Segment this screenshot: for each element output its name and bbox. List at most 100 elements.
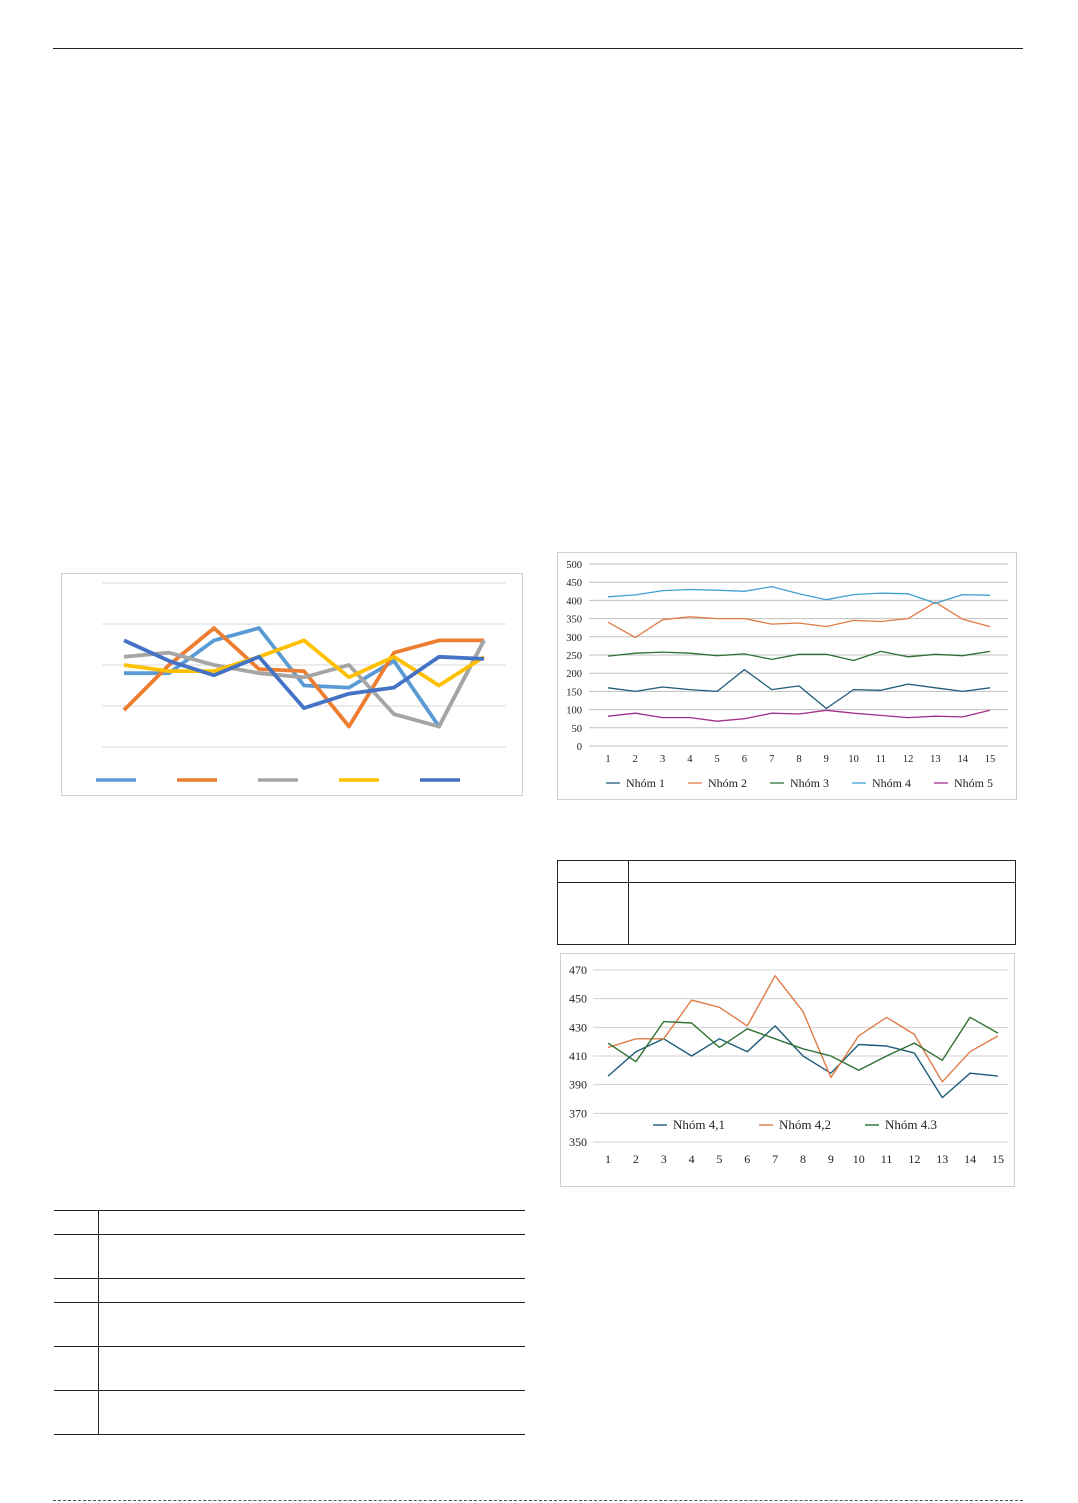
- table-cell: [557, 882, 629, 945]
- y-tick-label: 100: [566, 706, 582, 717]
- x-tick-label: 9: [828, 1152, 834, 1166]
- x-tick-label: 4: [689, 1152, 695, 1166]
- y-tick-label: 370: [569, 1106, 587, 1120]
- x-tick-label: 1: [605, 1152, 611, 1166]
- series-line: [123, 639, 486, 729]
- x-tick-label: 13: [930, 754, 941, 765]
- series-line: [607, 601, 991, 639]
- series-line: [123, 638, 485, 711]
- y-tick-label: 410: [569, 1049, 587, 1063]
- x-tick-label: 6: [744, 1152, 750, 1166]
- y-tick-label: 500: [566, 560, 582, 571]
- x-tick-label: 10: [853, 1152, 865, 1166]
- table-row: [54, 1302, 525, 1347]
- x-tick-label: 7: [772, 1152, 778, 1166]
- x-tick-label: 7: [769, 754, 774, 765]
- x-tick-label: 2: [633, 754, 638, 765]
- x-tick-label: 5: [716, 1152, 722, 1166]
- legend-label: Nhóm 4,1: [673, 1117, 725, 1132]
- table-cell: [628, 860, 1016, 883]
- header-rule: [53, 48, 1023, 49]
- y-tick-label: 300: [566, 633, 582, 644]
- table-row: [54, 1234, 525, 1279]
- x-tick-label: 1: [605, 754, 610, 765]
- series-line: [607, 975, 999, 1083]
- y-tick-label: 450: [566, 578, 582, 589]
- series-line: [607, 1016, 999, 1072]
- legend-label: Nhóm 4: [872, 776, 911, 790]
- series-line: [123, 638, 486, 688]
- table-cell: [54, 1210, 99, 1235]
- series-line: [607, 585, 991, 604]
- table-row: [54, 1278, 525, 1303]
- table-cell: [98, 1278, 525, 1303]
- table-cell: [98, 1302, 525, 1347]
- table-cell: [54, 1346, 99, 1391]
- x-tick-label: 8: [796, 754, 801, 765]
- x-tick-label: 11: [881, 1152, 893, 1166]
- table-cell: [54, 1234, 99, 1279]
- y-tick-label: 250: [566, 651, 582, 662]
- table-cell: [98, 1210, 525, 1235]
- x-tick-label: 2: [633, 1152, 639, 1166]
- figure-chart-3: 350 370 390 410 430 450 470 1 2 3 4 5 6 7 8 9 10 11 12 13 14…: [560, 953, 1015, 1187]
- figure-chart-2: 0 50 100 150 200 250 300 350 400 450 500 1 2 3 4 5 6 7 8 9 1…: [557, 552, 1017, 800]
- x-tick-label: 12: [908, 1152, 920, 1166]
- x-tick-label: 4: [687, 754, 693, 765]
- series-line: [607, 709, 991, 722]
- table-cell: [54, 1278, 99, 1303]
- series-line: [607, 650, 991, 662]
- table-cell: [98, 1346, 525, 1391]
- table-cell: [54, 1302, 99, 1347]
- legend-label: Nhóm 5: [954, 776, 993, 790]
- y-tick-label: 150: [566, 687, 582, 698]
- y-tick-label: 200: [566, 669, 582, 680]
- x-tick-label: 12: [903, 754, 914, 765]
- y-tick-label: 50: [572, 724, 583, 735]
- x-tick-label: 14: [964, 1152, 976, 1166]
- table-row: [54, 1390, 525, 1435]
- series-line: [607, 668, 991, 710]
- x-tick-label: 11: [876, 754, 886, 765]
- figure-chart-1: [61, 573, 523, 796]
- y-tick-label: 390: [569, 1078, 587, 1092]
- x-tick-label: 3: [660, 754, 665, 765]
- y-tick-label: 470: [569, 963, 587, 977]
- x-tick-label: 5: [715, 754, 720, 765]
- line-chart-1: [96, 582, 506, 782]
- table-cell: [628, 882, 1016, 945]
- series-line: [124, 626, 486, 729]
- x-tick-label: 13: [936, 1152, 948, 1166]
- y-tick-label: 350: [569, 1135, 587, 1149]
- table-row: [557, 882, 1016, 945]
- x-tick-label: 9: [824, 754, 829, 765]
- table-cell: [557, 860, 629, 883]
- x-tick-label: 10: [848, 754, 859, 765]
- table-cell: [98, 1390, 525, 1435]
- legend-label: Nhóm 4,2: [779, 1117, 831, 1132]
- y-tick-label: 450: [569, 992, 587, 1006]
- x-tick-label: 6: [742, 754, 747, 765]
- legend-label: Nhóm 1: [626, 776, 665, 790]
- y-tick-label: 400: [566, 596, 582, 607]
- table-row: [557, 860, 1016, 883]
- table-2: [54, 1210, 525, 1435]
- table-1: [557, 860, 1016, 945]
- x-tick-label: 8: [800, 1152, 806, 1166]
- table-cell: [98, 1234, 525, 1279]
- table-row: [54, 1346, 525, 1391]
- footer-rule: [53, 1500, 1023, 1501]
- x-tick-label: 14: [957, 754, 968, 765]
- legend-label: Nhóm 2: [708, 776, 747, 790]
- x-tick-label: 15: [992, 1152, 1004, 1166]
- table-cell: [54, 1390, 99, 1435]
- x-tick-label: 3: [661, 1152, 667, 1166]
- table-row: [54, 1210, 525, 1235]
- legend-label: Nhóm 3: [790, 776, 829, 790]
- series-line: [122, 626, 484, 729]
- series-line: [607, 1025, 999, 1099]
- y-tick-label: 0: [577, 742, 582, 753]
- x-tick-label: 15: [985, 754, 996, 765]
